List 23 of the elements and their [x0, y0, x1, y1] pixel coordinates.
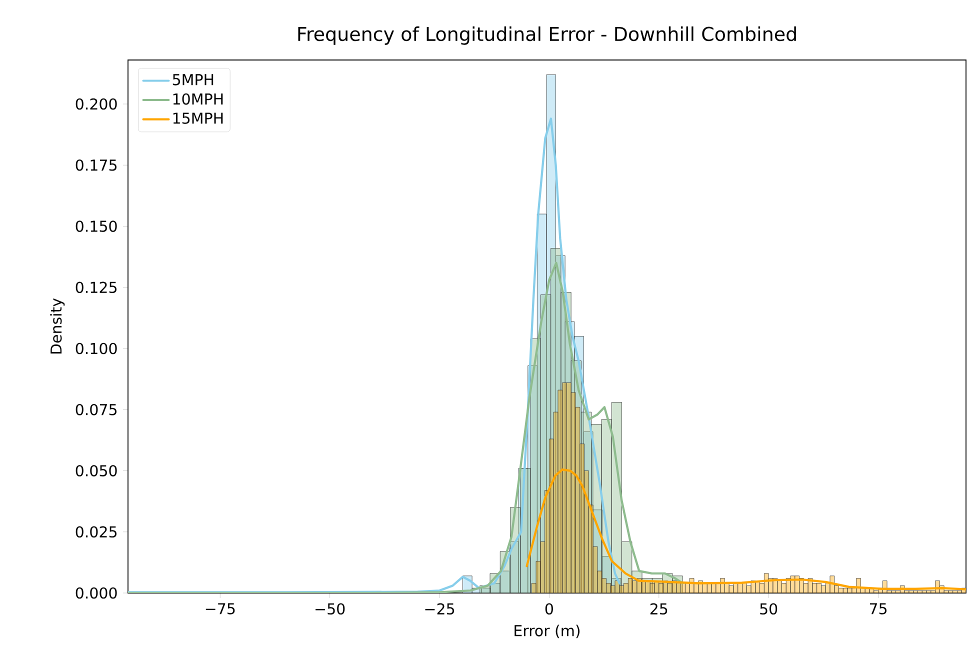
y-tick-label: 0.075 — [76, 404, 116, 416]
x-tick-label: 0 — [545, 603, 553, 615]
x-axis-title: Error (m) — [514, 624, 580, 638]
y-tick-label: 0.100 — [76, 342, 117, 354]
legend-label: 5MPH — [172, 74, 214, 86]
x-tick-label: −25 — [425, 603, 454, 615]
y-tick-label: 0.150 — [76, 220, 117, 232]
legend-label: 15MPH — [173, 112, 223, 124]
x-tick-label: 75 — [870, 603, 886, 614]
x-tick-label: −50 — [316, 603, 345, 615]
y-tick-label: 0.025 — [76, 526, 116, 538]
line-series — [128, 262, 684, 593]
chart-title: Frequency of Longitudinal Error - Downhill Combined — [298, 26, 796, 45]
y-tick-label: 0.200 — [76, 98, 117, 110]
y-tick-label: 0.125 — [76, 282, 116, 294]
y-tick-label: 0.050 — [76, 465, 117, 476]
x-tick-label: 25 — [650, 603, 668, 615]
legend-label: 10MPH — [173, 93, 223, 105]
x-tick-label: −75 — [206, 603, 235, 614]
y-tick-label: 0.175 — [76, 159, 116, 171]
x-tick-label: 50 — [760, 603, 778, 615]
y-tick-label: 0.000 — [76, 587, 117, 599]
y-axis-title: Density — [50, 298, 65, 354]
